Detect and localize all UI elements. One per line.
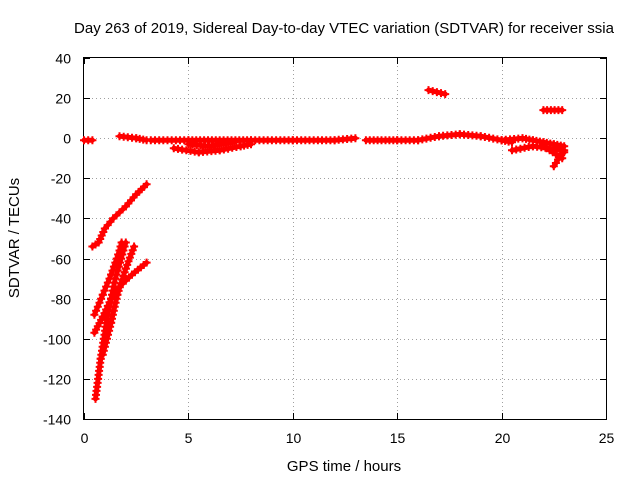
data-point-marker <box>112 254 121 263</box>
x-axis-title: GPS time / hours <box>287 458 401 475</box>
grid-layer <box>84 58 606 419</box>
chart-title: Day 263 of 2019, Sidereal Day-to-day VTE… <box>74 20 615 37</box>
tick-layer: 0 5 10 15 20 25 40 20 0 -20 -40 -60 -80 -100 -120 -140 <box>43 51 615 447</box>
data-point-marker <box>351 134 360 143</box>
data-point-marker <box>247 140 255 149</box>
series-arc-11 <box>361 130 516 147</box>
data-point-marker <box>128 246 137 255</box>
data-point-marker <box>98 290 107 299</box>
data-point-marker <box>116 242 125 251</box>
data-point-marker <box>123 260 132 269</box>
data-point-marker <box>88 136 97 145</box>
series-arc-13 <box>497 134 569 151</box>
data-point-marker <box>114 250 123 259</box>
data-point-marker <box>108 266 117 275</box>
x-tick-label: 15 <box>390 430 406 446</box>
series-arc-7 <box>115 132 151 145</box>
y-tick-label: -100 <box>43 332 71 348</box>
series-arc-17 <box>539 106 567 115</box>
data-point-marker <box>117 279 125 288</box>
data-point-marker <box>230 138 239 147</box>
data-point-marker <box>101 338 110 347</box>
y-tick-label: -20 <box>51 171 71 187</box>
series-arc-16 <box>549 148 569 171</box>
x-tick-label: 0 <box>81 430 89 446</box>
y-tick-label: -40 <box>51 211 71 227</box>
data-point-marker <box>121 264 130 273</box>
data-point-marker <box>111 258 120 267</box>
data-point-marker <box>560 148 569 157</box>
series-arc-2 <box>88 180 151 251</box>
data-point-marker <box>120 268 129 277</box>
data-point-marker <box>558 106 567 115</box>
series-arc-1 <box>80 136 97 145</box>
data-point-marker <box>100 286 109 295</box>
plot-frame <box>83 57 607 420</box>
x-tick-label: 20 <box>495 430 511 446</box>
y-axis-title: SDTVAR / TECUs <box>6 178 23 298</box>
series-arc-8 <box>146 134 360 145</box>
series-arc-9 <box>169 140 255 157</box>
data-point-marker <box>104 330 112 339</box>
data-point-marker <box>117 238 126 247</box>
series-layer <box>80 86 569 403</box>
data-point-marker <box>130 242 139 251</box>
data-point-marker <box>142 258 151 267</box>
data-point-marker <box>125 253 134 262</box>
data-point-marker <box>556 152 565 161</box>
data-point-marker <box>441 90 450 99</box>
series-arc-10 <box>184 138 239 151</box>
y-tick-label: -120 <box>43 372 71 388</box>
y-tick-label: 20 <box>55 91 71 107</box>
series-arc-12 <box>424 86 450 99</box>
series-arc-5 <box>90 238 126 319</box>
data-point-marker <box>95 298 104 307</box>
data-point-marker <box>114 286 123 295</box>
y-tick-label: 0 <box>63 131 71 147</box>
series-arc-6 <box>98 242 139 359</box>
data-point-marker <box>127 249 136 258</box>
data-point-marker <box>115 283 124 292</box>
data-point-marker <box>142 180 151 189</box>
data-point-marker <box>107 270 116 279</box>
data-point-marker <box>109 262 118 271</box>
data-point-marker <box>118 275 127 284</box>
data-point-marker <box>113 290 122 299</box>
data-point-marker <box>119 272 128 280</box>
y-tick-label: -140 <box>43 412 71 428</box>
x-tick-label: 5 <box>185 430 193 446</box>
x-tick-label: 10 <box>286 430 302 446</box>
y-tick-label: -60 <box>51 252 71 268</box>
y-tick-label: 40 <box>55 51 71 67</box>
y-tick-label: -80 <box>51 292 71 308</box>
data-point-marker <box>99 346 108 355</box>
x-tick-label: 25 <box>599 430 615 446</box>
data-point-marker <box>105 274 114 283</box>
